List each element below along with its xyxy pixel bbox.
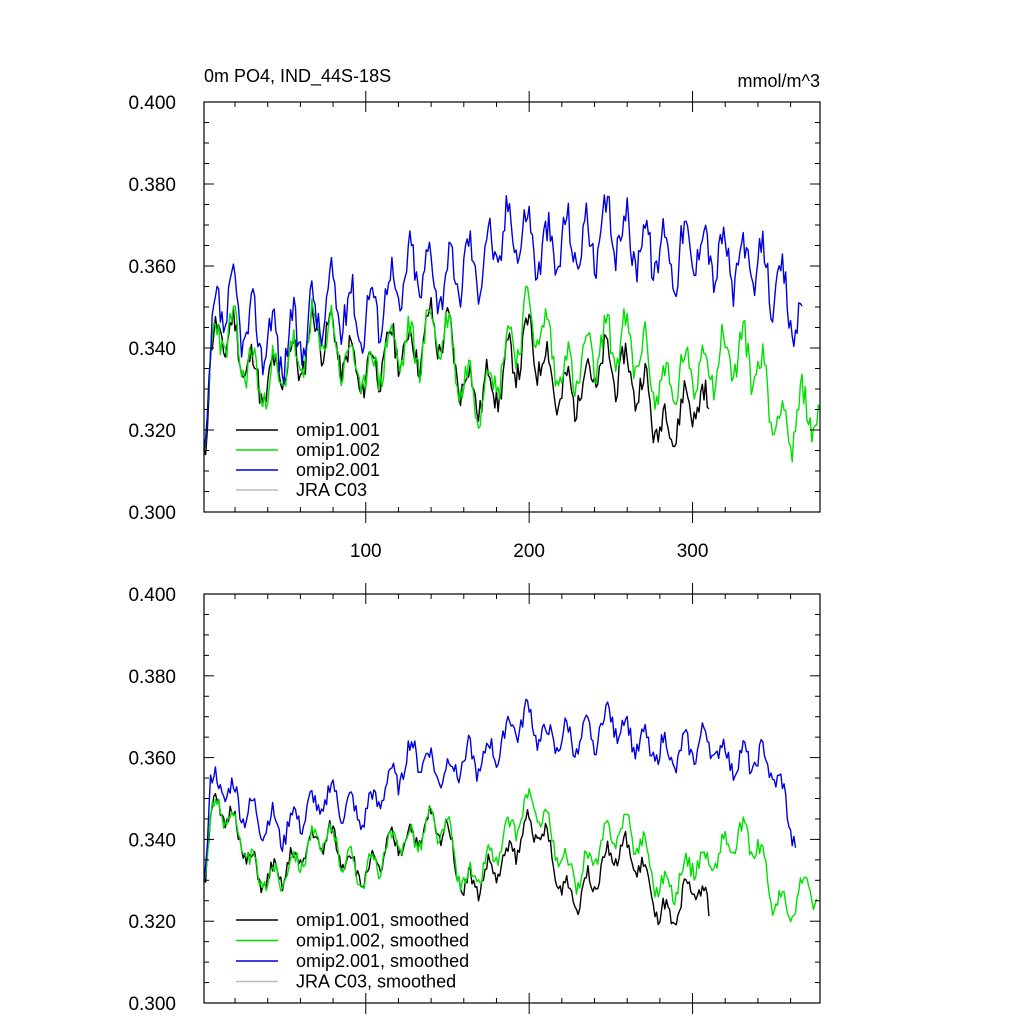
series-line-1	[203, 792, 710, 926]
x-tick-label: 100	[350, 541, 382, 562]
y-tick-label: 0.400	[128, 93, 176, 114]
y-tick-label: 0.360	[128, 257, 176, 278]
y-tick-label: 0.380	[128, 175, 176, 196]
y-tick-label: 0.320	[128, 421, 176, 442]
units-label: mmol/m^3	[738, 71, 820, 91]
top-panel-title: 0m PO4, IND_44S-18S	[204, 66, 391, 87]
series-line-3	[203, 194, 803, 451]
y-tick-label: 0.320	[128, 912, 176, 933]
legend-label: omip1.001, smoothed	[296, 910, 469, 930]
series-line-3	[203, 698, 797, 881]
legend-label: omip2.001	[296, 460, 380, 480]
series-line-2	[203, 787, 818, 923]
y-tick-label: 0.340	[128, 339, 176, 360]
bottom-panel: 0.300 0.320 0.340 0.360 0.380 0.400 omip1.001,…	[128, 583, 821, 1015]
x-tick-label: 200	[513, 541, 545, 562]
legend-label: omip2.001, smoothed	[296, 951, 469, 971]
y-tick-label: 0.340	[128, 830, 176, 851]
y-tick-label: 0.360	[128, 749, 176, 770]
legend-label: omip1.002	[296, 440, 380, 460]
y-tick-label: 0.380	[128, 667, 176, 688]
legend-label: JRA C03	[296, 480, 367, 500]
top-panel: 0.300 0.320 0.340 0.360 0.380 0.400 100 200 300 o…	[128, 91, 821, 562]
legend-label: JRA C03, smoothed	[296, 972, 456, 992]
y-tick-label: 0.300	[128, 994, 176, 1015]
x-tick-label: 300	[677, 541, 709, 562]
y-tick-label: 0.400	[128, 585, 176, 606]
legend-label: omip1.002, smoothed	[296, 931, 469, 951]
legend-label: omip1.001	[296, 420, 380, 440]
y-tick-label: 0.300	[128, 503, 176, 524]
